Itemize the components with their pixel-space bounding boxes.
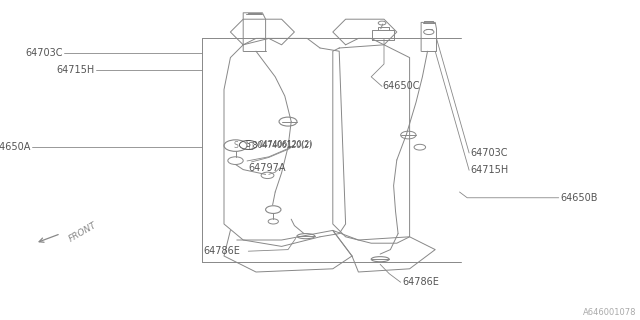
Text: 64650B: 64650B	[560, 193, 598, 203]
Text: 64715H: 64715H	[56, 65, 95, 75]
Text: S: S	[246, 140, 251, 149]
Text: 047406120(2): 047406120(2)	[259, 140, 313, 149]
Text: A646001078: A646001078	[583, 308, 637, 317]
Text: FRONT: FRONT	[67, 220, 99, 244]
Text: 64786E: 64786E	[402, 277, 439, 287]
Text: 64703C: 64703C	[470, 148, 508, 158]
Text: 64650C: 64650C	[383, 81, 420, 92]
Text: 64703C: 64703C	[25, 48, 63, 58]
Text: 64650A: 64650A	[0, 141, 31, 152]
Text: S: S	[233, 141, 238, 150]
Text: Ⓞ8047406120(2): Ⓞ8047406120(2)	[248, 140, 312, 149]
Text: 64715H: 64715H	[470, 165, 509, 175]
Text: 64786E: 64786E	[204, 246, 241, 256]
Text: 64797A: 64797A	[248, 163, 286, 173]
